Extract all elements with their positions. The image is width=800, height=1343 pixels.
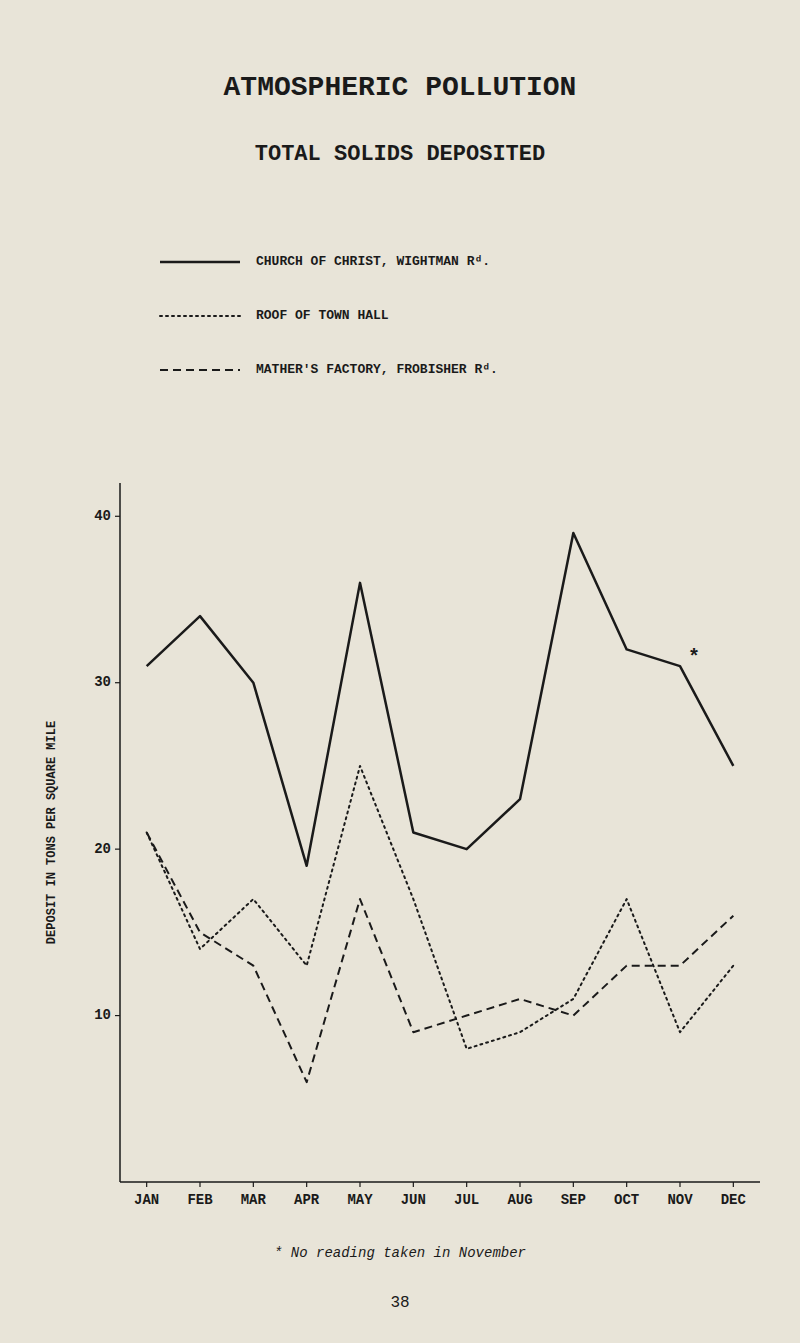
legend-swatch: [160, 369, 240, 371]
y-tick-label: 20: [94, 841, 111, 857]
x-tick-label: FEB: [187, 1192, 213, 1208]
legend-label: MATHER'S FACTORY, FROBISHER Rᵈ.: [256, 362, 498, 377]
y-tick-label: 40: [94, 508, 111, 524]
subtitle: TOTAL SOLIDS DEPOSITED: [255, 142, 545, 167]
x-tick: [733, 1182, 734, 1187]
x-tick: [199, 1182, 200, 1187]
y-tick: [115, 516, 120, 517]
x-tick-label: SEP: [561, 1192, 586, 1208]
x-tick: [519, 1182, 520, 1187]
title: ATMOSPHERIC POLLUTION: [224, 72, 577, 103]
x-tick-label: OCT: [614, 1192, 639, 1208]
x-tick-label: MAR: [241, 1192, 267, 1208]
legend-label: ROOF OF TOWN HALL: [256, 308, 389, 323]
line-series: [147, 533, 734, 866]
y-tick-label: 10: [94, 1007, 111, 1023]
axes: 10 20 30 40 JAN FEB MAR APR MAY JUN JUL AUG SEP OCT NO…: [45, 483, 760, 1208]
line-series: [147, 766, 734, 1049]
line-series: [147, 833, 734, 1083]
x-tick: [359, 1182, 360, 1187]
x-tick-label: JAN: [134, 1192, 159, 1208]
y-tick: [115, 682, 120, 683]
x-tick: [306, 1182, 307, 1187]
x-tick: [679, 1182, 680, 1187]
y-tick: [115, 849, 120, 850]
legend: CHURCH OF CHRIST, WIGHTMAN Rᵈ. ROOF OF TO…: [160, 254, 498, 377]
x-tick-label: MAY: [347, 1192, 373, 1208]
y-tick-label: 30: [94, 674, 111, 690]
x-tick: [573, 1182, 574, 1187]
x-tick: [466, 1182, 467, 1187]
y-tick: [115, 1015, 120, 1016]
x-tick-label: NOV: [667, 1192, 693, 1208]
legend-label: CHURCH OF CHRIST, WIGHTMAN Rᵈ.: [256, 254, 490, 269]
x-tick: [626, 1182, 627, 1187]
x-tick-label: JUL: [454, 1192, 479, 1208]
x-tick: [413, 1182, 414, 1187]
x-tick-label: APR: [294, 1192, 320, 1208]
chart: ATMOSPHERIC POLLUTION TOTAL SOLIDS DEPOSI…: [0, 0, 800, 1343]
annotation: *: [688, 646, 700, 669]
x-tick-label: AUG: [507, 1192, 532, 1208]
footnote: * No reading taken in November: [274, 1245, 526, 1261]
x-tick: [253, 1182, 254, 1187]
x-tick-label: JUN: [401, 1192, 426, 1208]
x-tick-label: DEC: [721, 1192, 747, 1208]
plot: [147, 533, 734, 1082]
y-axis-label: DEPOSIT IN TONS PER SQUARE MILE: [45, 721, 59, 944]
page-number: 38: [390, 1294, 409, 1312]
background: [0, 0, 800, 1343]
legend-swatch: [160, 315, 240, 317]
x-axis-line: [120, 1181, 760, 1183]
y-axis-line: [119, 483, 121, 1182]
legend-swatch: [160, 261, 240, 264]
x-tick: [146, 1182, 147, 1187]
